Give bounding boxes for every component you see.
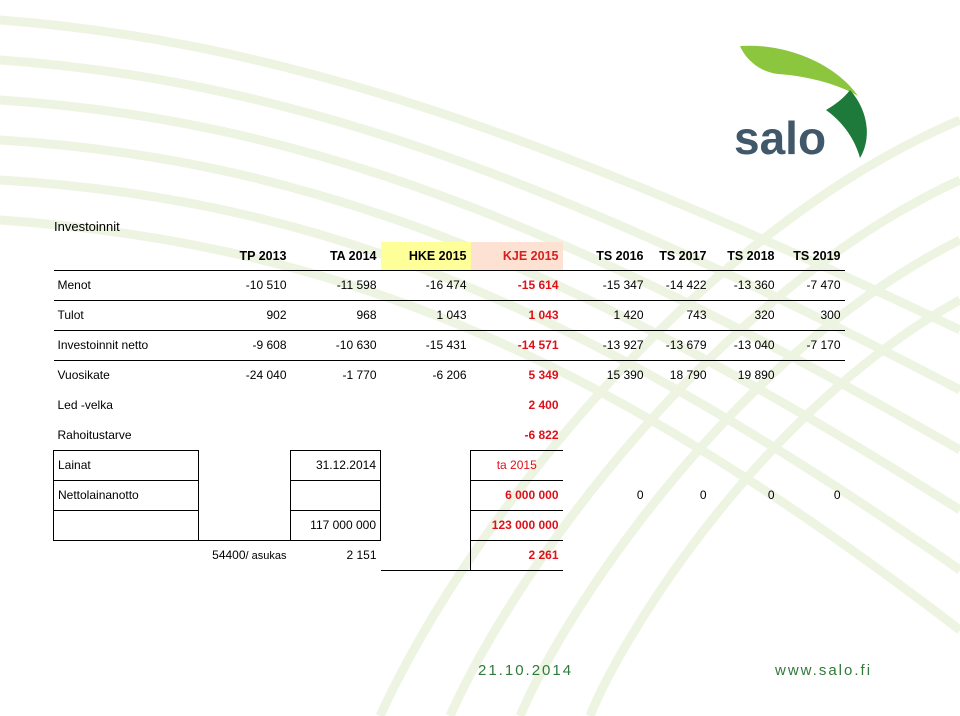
- row-label: Tulot: [53, 300, 199, 331]
- table-row: 117 000 000 123 000 000: [53, 510, 845, 541]
- cell: ta 2015: [470, 450, 563, 481]
- per-capita-label: 54400/ asukas: [199, 540, 291, 570]
- cell: 0: [636, 488, 644, 502]
- table-row: Menot -10 510 -11 598 -16 474 -15 614 -1…: [53, 269, 845, 301]
- cell: 5 349: [528, 368, 559, 383]
- cell: -15 431: [380, 330, 471, 361]
- cell: 320: [710, 300, 779, 331]
- cell: -16 474: [380, 269, 471, 301]
- cell: 18 790: [669, 368, 707, 383]
- cell: -7 170: [778, 330, 845, 361]
- cell: -11 598: [290, 269, 381, 301]
- row-label: Rahoitustarve: [53, 420, 199, 451]
- table-row: Lainat 31.12.2014 ta 2015: [53, 450, 845, 481]
- row-label: Nettolainanotto: [53, 480, 199, 511]
- cell: 0: [699, 488, 707, 502]
- cell: -7 470: [778, 269, 845, 301]
- footer-date: 21.10.2014: [478, 662, 574, 679]
- table-row: Led -velka 2 400: [54, 390, 845, 420]
- cell: -10 510: [198, 269, 291, 301]
- cell: -14 571: [470, 330, 563, 361]
- cell: 31.12.2014: [290, 450, 381, 481]
- cell: 123 000 000: [470, 510, 563, 541]
- table-row: Investoinnit netto -9 608 -10 630 -15 43…: [53, 330, 845, 361]
- cell: -24 040: [245, 368, 287, 383]
- row-label: Menot: [53, 269, 199, 301]
- col-header: TS 2017: [659, 248, 707, 263]
- cell: -15 614: [470, 269, 563, 301]
- col-header: KJE 2015: [470, 242, 563, 270]
- population: 54400: [212, 548, 246, 563]
- header-row: TP 2013 TA 2014 HKE 2015 KJE 2015 TS 201…: [54, 242, 845, 270]
- cell: 300: [778, 300, 845, 331]
- cell: 1 043: [470, 300, 563, 331]
- cell: 6 000 000: [470, 480, 563, 511]
- col-header: TP 2013: [239, 248, 287, 263]
- cell: 743: [647, 300, 711, 331]
- cell: 0: [833, 488, 841, 502]
- cell: 1 420: [562, 300, 648, 331]
- table-row: 54400/ asukas 2 151 2 261: [54, 540, 845, 571]
- table-row: Vuosikate -24 040 -1 770 -6 206 5 349 15…: [54, 360, 845, 390]
- cell: -13 679: [647, 330, 711, 361]
- cell: 2 400: [528, 398, 559, 412]
- cell: -6 206: [432, 368, 467, 383]
- cell: 19 890: [737, 368, 775, 383]
- cell: -10 630: [290, 330, 381, 361]
- cell: 2 261: [470, 540, 563, 571]
- cell: -1 770: [342, 368, 377, 383]
- cell: 1 043: [380, 300, 471, 331]
- cell: -15 347: [562, 269, 648, 301]
- cell: -9 608: [198, 330, 291, 361]
- logo-leaf-light: [740, 45, 858, 96]
- cell: -13 927: [562, 330, 648, 361]
- col-header: TA 2014: [329, 248, 377, 263]
- cell: 0: [767, 488, 775, 502]
- row-label: Investoinnit netto: [53, 330, 199, 361]
- per-capita-unit: / asukas: [245, 550, 287, 563]
- table-row: Nettolainanotto 6 000 000 0 0 0 0: [53, 480, 845, 511]
- section-title: Investoinnit: [54, 219, 120, 234]
- cell: 902: [198, 300, 291, 331]
- cell: 117 000 000: [290, 510, 381, 541]
- cell: 15 390: [606, 368, 644, 383]
- cell: 968: [290, 300, 381, 331]
- logo-wordmark: salo: [734, 112, 826, 162]
- logo-leaf-dark: [826, 90, 867, 158]
- col-header: TS 2019: [793, 248, 841, 263]
- table-row: Tulot 902 968 1 043 1 043 1 420 743 320 …: [53, 300, 845, 331]
- cell: -13 360: [710, 269, 779, 301]
- cell: -6 822: [470, 420, 563, 451]
- col-header: TS 2018: [727, 248, 775, 263]
- investment-table: TP 2013 TA 2014 HKE 2015 KJE 2015 TS 201…: [53, 242, 845, 571]
- cell: 2 151: [346, 548, 377, 563]
- footer-url[interactable]: www.salo.fi: [775, 662, 873, 679]
- col-header: HKE 2015: [380, 242, 471, 270]
- cell: -14 422: [647, 269, 711, 301]
- row-label: Vuosikate: [57, 368, 110, 383]
- col-header: TS 2016: [596, 248, 644, 263]
- cell: -13 040: [710, 330, 779, 361]
- table-row: Rahoitustarve -6 822: [53, 420, 845, 451]
- row-label: Lainat: [53, 450, 199, 481]
- row-label: Led -velka: [57, 398, 113, 412]
- salo-logo: salo: [734, 45, 867, 162]
